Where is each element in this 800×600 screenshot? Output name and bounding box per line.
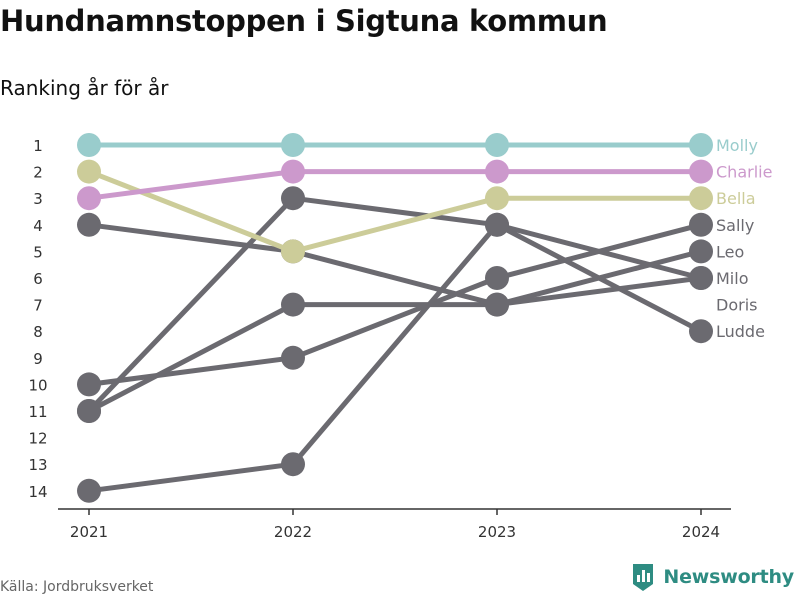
x-tick-label: 2024: [682, 523, 720, 541]
data-point-charlie: [485, 159, 509, 184]
series-line-sally: [86, 222, 704, 308]
chart-subtitle: Ranking år för år: [0, 76, 169, 100]
data-point-leo: [689, 266, 713, 290]
y-tick-label: 13: [28, 456, 47, 474]
data-point-sally: [77, 212, 101, 237]
data-point-bella: [689, 186, 713, 211]
brand-logo: Newsworthy: [631, 562, 794, 592]
x-tick-label: 2023: [478, 523, 516, 541]
series-line-leo: [86, 275, 704, 414]
data-point-bella: [485, 186, 509, 211]
data-point-molly: [77, 133, 101, 157]
y-tick-label: 3: [33, 190, 43, 208]
y-tick-label: 12: [28, 430, 47, 448]
data-point-milo: [689, 212, 713, 237]
data-point-leo: [281, 292, 305, 317]
data-point-milo: [77, 372, 101, 397]
brand-name: Newsworthy: [663, 566, 794, 588]
y-tick-label: 8: [33, 323, 43, 341]
y-tick-label: 10: [28, 376, 47, 394]
data-point-leo: [77, 399, 101, 423]
data-point-milo: [281, 345, 305, 370]
y-tick-label: 1: [33, 137, 43, 155]
end-label-sally: Sally: [716, 216, 754, 235]
chart-title: Hundnamnstoppen i Sigtuna kommun: [0, 4, 608, 38]
data-point-doris: [281, 186, 305, 211]
data-point-bella: [281, 239, 305, 264]
data-point-molly: [281, 133, 305, 157]
data-point-charlie: [281, 159, 305, 184]
y-tick-label: 9: [33, 350, 43, 368]
end-label-charlie: Charlie: [716, 163, 772, 182]
data-point-bella: [77, 159, 101, 184]
y-tick-label: 5: [33, 243, 43, 261]
x-tick-label: 2021: [70, 523, 108, 541]
series-line-milo: [86, 222, 704, 387]
y-tick-label: 7: [33, 297, 43, 315]
end-label-bella: Bella: [716, 189, 756, 208]
data-point-doris: [485, 212, 509, 237]
end-label-milo: Milo: [716, 269, 748, 288]
data-point-ludde: [281, 452, 305, 477]
data-point-ludde: [77, 478, 101, 503]
newsworthy-logo-icon: [633, 564, 654, 591]
series-line-bella: [86, 169, 704, 254]
data-point-milo: [485, 266, 509, 290]
data-point-charlie: [689, 159, 713, 184]
y-tick-label: 11: [28, 403, 47, 421]
y-tick-label: 2: [33, 164, 43, 182]
data-point-charlie: [77, 186, 101, 211]
y-tick-label: 6: [33, 270, 43, 288]
y-tick-label: 14: [28, 483, 47, 501]
end-label-ludde: Ludde: [716, 322, 765, 341]
y-tick-label: 4: [33, 217, 43, 235]
end-label-molly: Molly: [716, 136, 758, 155]
data-point-molly: [485, 133, 509, 157]
data-point-sally: [689, 239, 713, 264]
data-point-ludde: [689, 319, 713, 344]
source-note: Källa: Jordbruksverket: [0, 579, 154, 595]
series-line-charlie: [86, 169, 704, 201]
data-point-molly: [689, 133, 713, 157]
end-label-doris: Doris: [716, 296, 757, 315]
series-line-ludde: [86, 222, 704, 494]
data-point-sally: [485, 292, 509, 317]
end-label-leo: Leo: [716, 242, 744, 261]
x-tick-label: 2022: [274, 523, 312, 541]
